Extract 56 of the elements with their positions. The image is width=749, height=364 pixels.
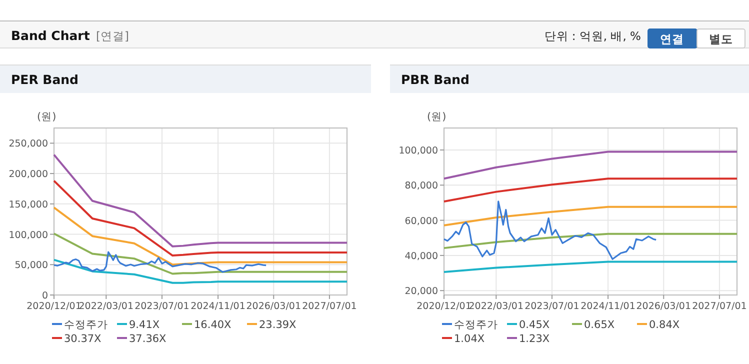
- line-series: [53, 251, 267, 273]
- chart-title: PBR Band: [401, 72, 470, 87]
- chart-title: PER Band: [11, 72, 78, 87]
- legend-label: 16.40X: [194, 319, 232, 331]
- line-series: [443, 200, 657, 260]
- legend-label: 0.45X: [519, 319, 550, 331]
- x-tick-label: 2020/12/01: [416, 301, 472, 312]
- y-tick-label: 100,000: [8, 230, 48, 241]
- text: 별도: [709, 32, 733, 46]
- y-axis-title: (원): [37, 111, 56, 123]
- legend-label: 1.23X: [519, 333, 550, 345]
- legend-label: 37.36X: [129, 333, 166, 345]
- legend-label: 23.39X: [259, 319, 296, 331]
- legend-label: 1.04X: [454, 333, 485, 345]
- x-tick-label: 2024/11/01: [190, 301, 246, 312]
- y-tick-label: 0: [42, 290, 48, 302]
- y-tick-label: 250,000: [8, 138, 48, 150]
- line-series: [443, 260, 738, 273]
- x-tick-label: 2023/07/01: [524, 301, 580, 312]
- x-tick-label: 2027/07/01: [302, 301, 357, 312]
- legend-label: 0.84X: [649, 319, 680, 331]
- y-tick-label: 40,000: [404, 250, 438, 262]
- line-series: [53, 206, 348, 266]
- x-tick-label: 2022/03/01: [78, 301, 134, 312]
- x-tick-label: 2026/03/01: [636, 301, 692, 312]
- y-tick-label: 20,000: [404, 286, 438, 298]
- line-series: [443, 206, 738, 226]
- x-tick-label: 2024/11/01: [580, 301, 636, 312]
- line-series: [53, 180, 348, 257]
- line-series: [443, 150, 738, 180]
- x-tick-label: 2022/03/01: [468, 301, 524, 312]
- y-tick-label: 80,000: [404, 180, 438, 192]
- y-tick-label: 100,000: [398, 145, 438, 156]
- line-series: [443, 232, 738, 250]
- legend-label: 수정주가: [454, 319, 498, 331]
- line-series: [53, 232, 348, 275]
- y-tick-label: 200,000: [8, 169, 48, 180]
- legend-label: 수정주가: [64, 319, 108, 331]
- x-tick-label: 2027/07/01: [692, 301, 747, 312]
- x-tick-label: 2026/03/01: [246, 301, 302, 312]
- x-tick-label: 2020/12/01: [26, 301, 82, 312]
- text: 연결: [660, 32, 684, 46]
- line-series: [53, 258, 348, 284]
- text: 단위 : 억원, 배, %: [544, 29, 642, 43]
- y-axis-title: (원): [427, 111, 446, 123]
- legend-label: 30.37X: [64, 333, 102, 345]
- text: Band Chart: [11, 28, 90, 43]
- y-tick-label: 50,000: [14, 260, 48, 272]
- line-series: [53, 154, 348, 248]
- text: [연결]: [96, 29, 129, 43]
- legend-label: 0.65X: [584, 319, 615, 331]
- y-tick-label: 60,000: [404, 216, 438, 227]
- legend-label: 9.41X: [129, 319, 160, 331]
- y-tick-label: 150,000: [8, 199, 48, 210]
- x-tick-label: 2023/07/01: [134, 301, 190, 312]
- line-series: [443, 178, 738, 202]
